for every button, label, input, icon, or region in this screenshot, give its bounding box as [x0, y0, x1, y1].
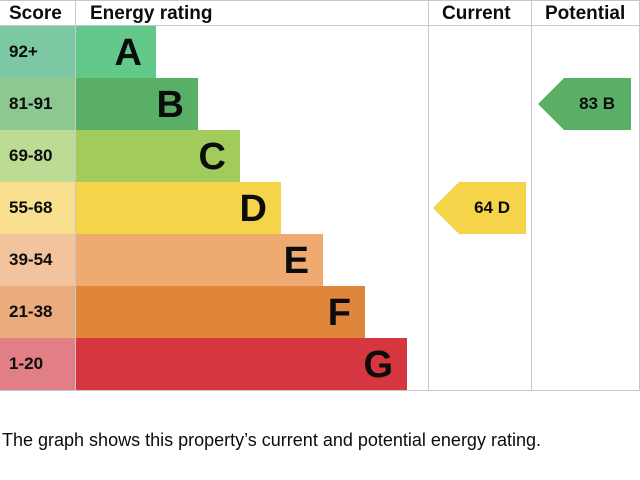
- potential-rating-arrow: 83 B: [538, 78, 631, 130]
- rating-bar-f: F: [76, 286, 365, 338]
- current-rating-arrow: 64 D: [433, 182, 526, 234]
- current-divider: [428, 0, 429, 391]
- rating-bar-g: G: [76, 338, 407, 390]
- score-cell-b: 81-91: [0, 78, 75, 130]
- potential-divider: [531, 0, 532, 391]
- score-cell-d: 55-68: [0, 182, 75, 234]
- energy-rating-header: Energy rating: [90, 3, 213, 24]
- score-cell-c: 69-80: [0, 130, 75, 182]
- rating-bar-c: C: [76, 130, 240, 182]
- rating-bar-b: B: [76, 78, 198, 130]
- header-divider: [0, 25, 640, 26]
- potential-header: Potential: [545, 3, 626, 24]
- score-header: Score: [9, 3, 62, 24]
- score-divider: [75, 0, 76, 391]
- score-cell-f: 21-38: [0, 286, 75, 338]
- rating-bar-e: E: [76, 234, 323, 286]
- score-cell-a: 92+: [0, 26, 75, 78]
- score-cell-e: 39-54: [0, 234, 75, 286]
- top-border: [0, 0, 640, 1]
- bottom-border: [0, 390, 640, 391]
- rating-bar-a: A: [76, 26, 156, 78]
- score-cell-g: 1-20: [0, 338, 75, 390]
- rating-bar-d: D: [76, 182, 281, 234]
- caption: The graph shows this property’s current …: [2, 430, 541, 450]
- current-header: Current: [442, 3, 511, 24]
